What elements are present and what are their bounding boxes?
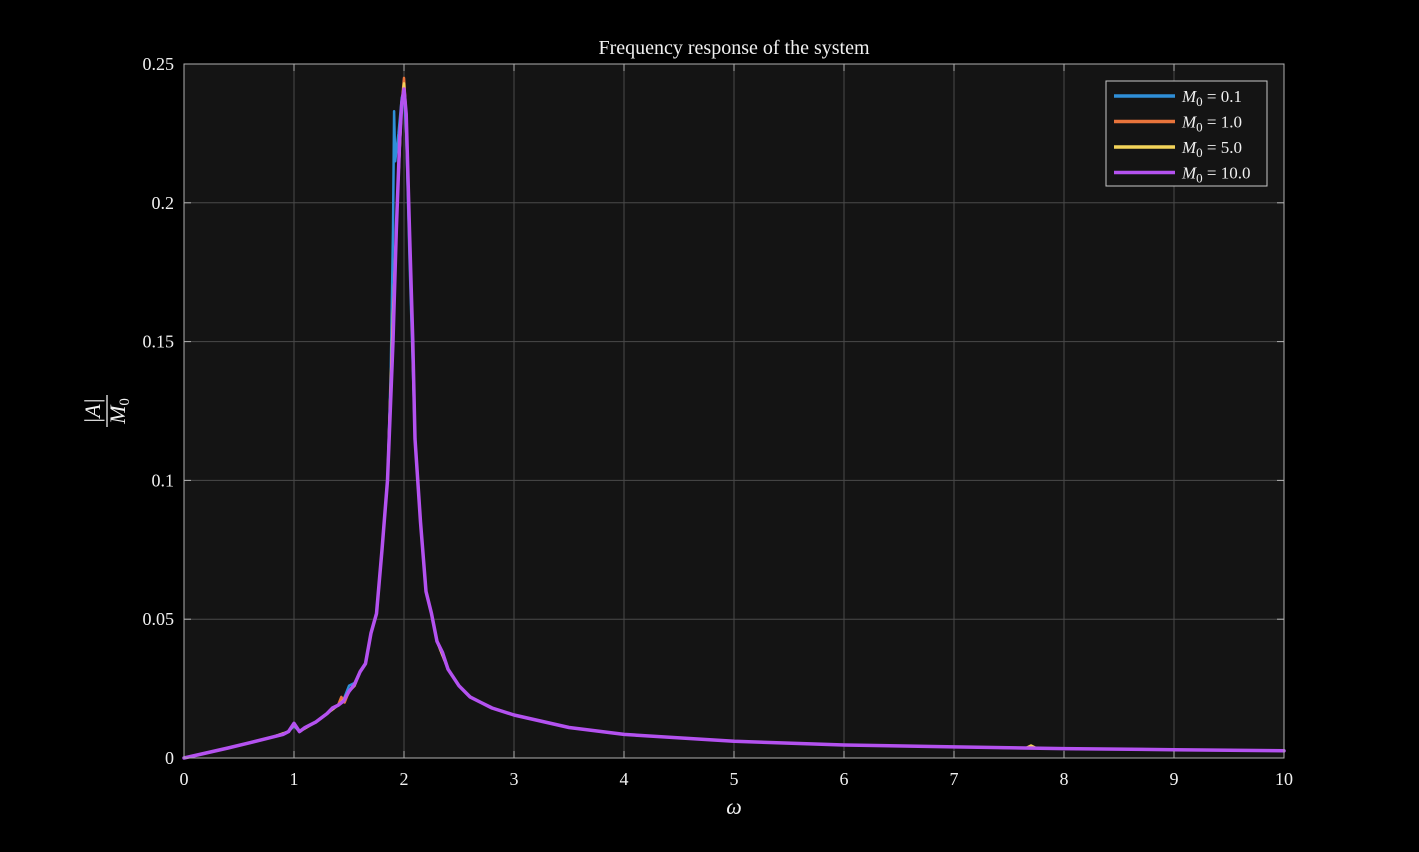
ticks	[183, 63, 1285, 759]
x-tick-label: 4	[620, 769, 629, 789]
x-tick-label: 9	[1170, 769, 1179, 789]
x-tick-label: 0	[180, 769, 189, 789]
y-tick-label: 0.05	[143, 609, 175, 629]
x-tick-label: 7	[950, 769, 959, 789]
x-tick-label: 5	[730, 769, 739, 789]
legend: M0 = 0.1 M0 = 1.0 M0 = 5.0 M0 = 10.0	[1105, 80, 1268, 187]
y-tick-label: 0	[165, 748, 174, 768]
legend-label-1: M0 = 0.1	[1181, 87, 1242, 109]
series-line-4	[182, 87, 1286, 760]
x-axis-label: ω	[726, 794, 742, 819]
y-axis-label-denominator: M0	[105, 398, 133, 425]
x-tick-label: 1	[290, 769, 299, 789]
series-layer	[182, 76, 1286, 760]
y-tick-label: 0.15	[143, 332, 175, 352]
legend-box	[1105, 80, 1268, 187]
x-tick-label: 10	[1275, 769, 1293, 789]
y-tick-label: 0.2	[152, 193, 175, 213]
x-tick-label: 3	[510, 769, 519, 789]
x-tick-label: 6	[840, 769, 849, 789]
legend-label-2: M0 = 1.0	[1181, 113, 1242, 135]
x-tick-label: 8	[1060, 769, 1069, 789]
chart-title: Frequency response of the system	[598, 37, 869, 59]
y-axis-label-numerator: |A|	[80, 398, 105, 424]
tick-labels: 0 1 2 3 4 5 6 7 8 9 10 0 0.05 0.1 0.15 0.2 0.25	[143, 54, 1294, 789]
y-axis-label: |A| M0	[80, 395, 133, 427]
x-tick-label: 2	[400, 769, 409, 789]
legend-label-4: M0 = 10.0	[1181, 164, 1251, 186]
y-tick-label: 0.25	[143, 54, 175, 74]
y-tick-label: 0.1	[152, 470, 175, 490]
legend-label-3: M0 = 5.0	[1181, 138, 1242, 160]
